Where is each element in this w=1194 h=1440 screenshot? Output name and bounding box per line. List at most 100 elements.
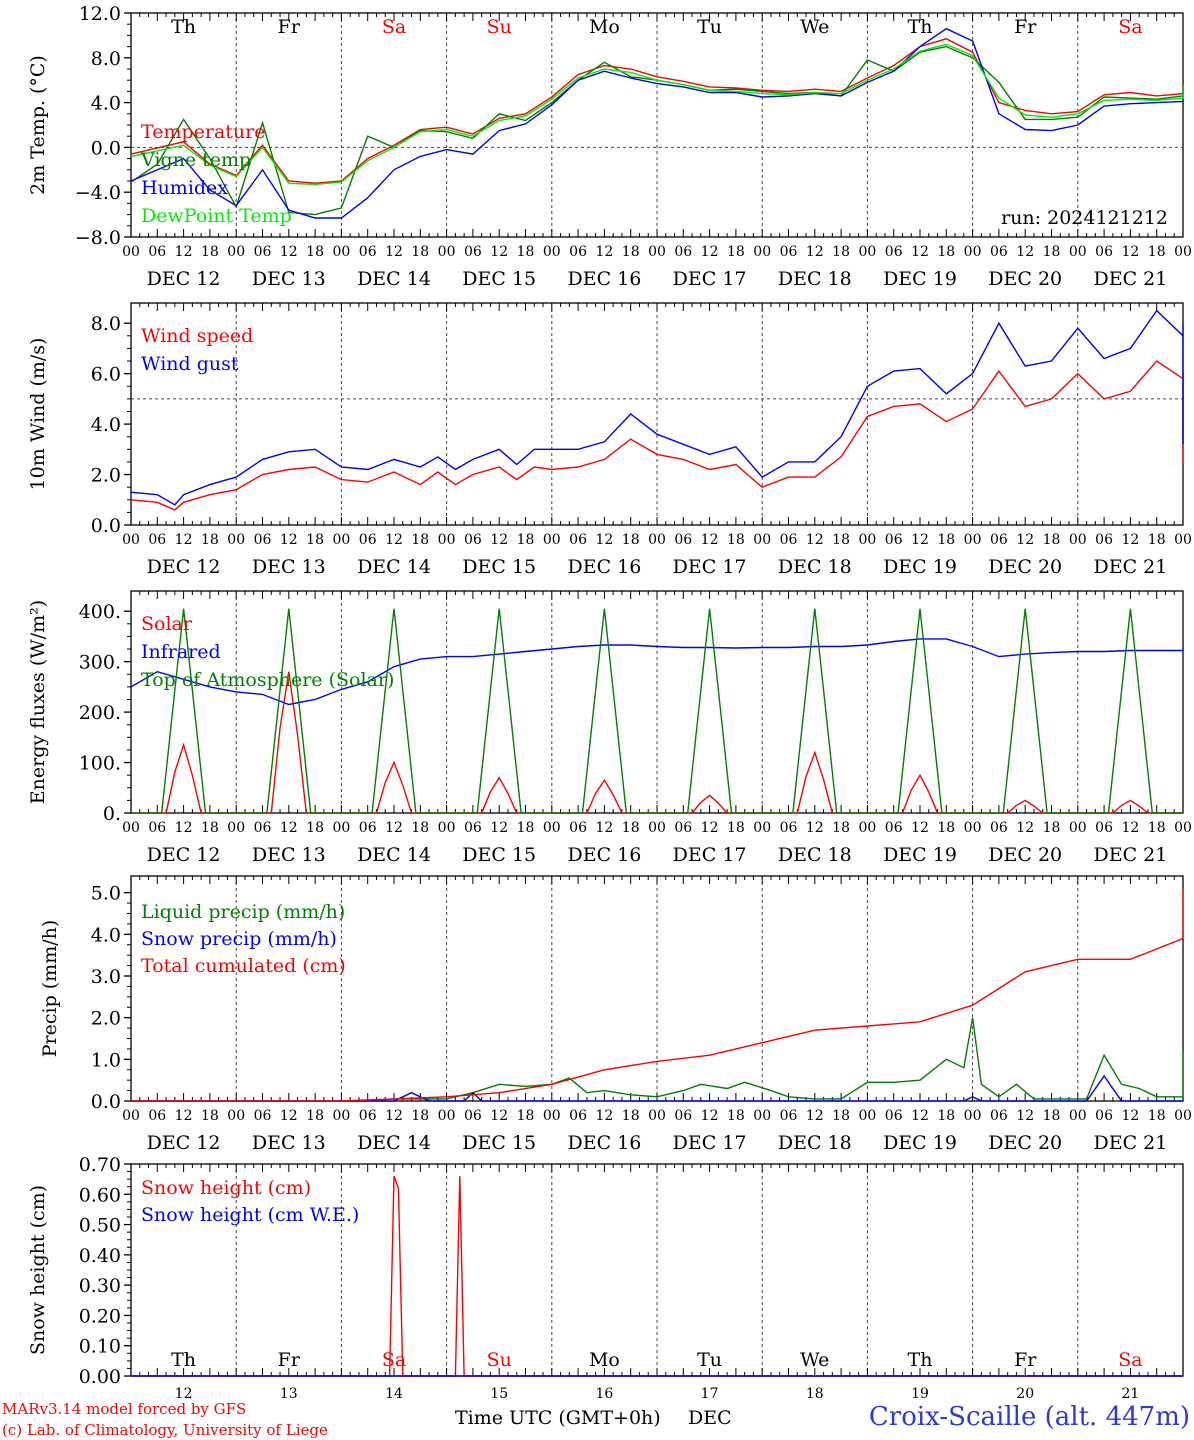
day-number: 19 [911,1386,929,1402]
x-hour-label: 18 [517,244,535,260]
day-number: 14 [385,1386,403,1402]
x-hour-label: 00 [122,820,140,836]
x-hour-label: 00 [332,820,350,836]
date-label: DEC 17 [673,1132,747,1154]
date-label: DEC 21 [1093,844,1167,866]
y-tick-label: 200. [79,702,121,724]
date-label: DEC 14 [357,556,431,578]
day-number: 18 [806,1386,824,1402]
x-hour-label: 00 [1174,1108,1192,1124]
legend-entry: Snow precip (mm/h) [141,928,337,950]
date-label: DEC 14 [357,268,431,290]
series-line-snow-precip-mm-h- [131,1074,1183,1102]
x-hour-label: 00 [753,820,771,836]
x-hour-label: 18 [622,1108,640,1124]
x-hour-label: 12 [911,532,929,548]
x-hour-label: 12 [595,244,613,260]
x-hour-label: 12 [701,820,719,836]
y-tick-label: 0.0 [91,137,121,159]
x-hour-label: 12 [1121,820,1139,836]
x-hour-label: 12 [595,1108,613,1124]
station-label: Croix-Scaille (alt. 447m) [869,1402,1190,1432]
x-hour-label: 06 [780,244,798,260]
weekday-label: We [800,1349,829,1371]
date-label: DEC 12 [147,268,221,290]
x-hour-label: 18 [306,820,324,836]
weekday-label: Mo [589,16,620,38]
x-hour-label: 18 [1043,820,1061,836]
date-label: DEC 15 [462,268,536,290]
date-label: DEC 15 [462,556,536,578]
date-label: DEC 14 [357,1132,431,1154]
x-hour-label: 00 [332,1108,350,1124]
date-label: DEC 16 [567,268,641,290]
day-number: 15 [490,1386,508,1402]
x-hour-label: 00 [227,820,245,836]
x-hour-label: 06 [885,1108,903,1124]
series-line-top-of-atmosphere-solar- [131,608,1183,814]
x-hour-label: 18 [411,532,429,548]
weekday-label: Su [487,1349,512,1371]
x-hour-label: 06 [569,1108,587,1124]
date-label: DEC 18 [778,844,852,866]
x-hour-label: 06 [464,1108,482,1124]
series-line-dewpoint-temp [130,43,1184,186]
x-hour-label: 12 [701,1108,719,1124]
weekday-label: Th [908,1349,933,1371]
x-hour-label: 00 [858,532,876,548]
x-hour-label: 00 [122,1108,140,1124]
x-hour-label: 18 [727,244,745,260]
x-hour-label: 06 [990,532,1008,548]
y-axis-label: 2m Temp. (°C) [27,55,49,195]
x-hour-label: 00 [753,1108,771,1124]
x-hour-label: 12 [595,820,613,836]
legend-entry: Vigne temp [140,149,251,171]
x-hour-label: 12 [806,244,824,260]
x-hour-label: 00 [964,1108,982,1124]
x-hour-label: 12 [1016,244,1034,260]
x-hour-label: 06 [674,820,692,836]
legend-entry: Snow height (cm) [141,1177,311,1199]
x-hour-label: 06 [885,532,903,548]
x-hour-label: 06 [359,1108,377,1124]
x-hour-label: 00 [964,532,982,548]
x-hour-label: 12 [385,820,403,836]
y-tick-label: 4.0 [91,414,121,436]
date-label: DEC 13 [252,844,326,866]
series-line-infrared [130,638,1184,706]
day-number: 17 [701,1386,719,1402]
x-axis-month: DEC [688,1407,732,1429]
x-hour-label: 06 [990,820,1008,836]
x-hour-label: 18 [832,244,850,260]
y-tick-label: 0. [103,803,121,825]
y-tick-label: 0.0 [91,1091,121,1113]
x-hour-label: 18 [201,244,219,260]
date-label: DEC 17 [673,268,747,290]
x-hour-label: 06 [780,820,798,836]
x-hour-label: 00 [1069,532,1087,548]
series-line-humidex [130,27,1184,219]
date-label: DEC 12 [147,1132,221,1154]
model-credit: MARv3.14 model forced by GFS [2,1400,246,1418]
legend-entry: Total cumulated (cm) [141,955,346,977]
y-tick-label: 4.0 [91,93,121,115]
x-hour-label: 06 [1095,820,1113,836]
x-hour-label: 06 [780,1108,798,1124]
x-hour-label: 12 [385,532,403,548]
x-axis-title: Time UTC (GMT+0h) [455,1407,661,1429]
x-hour-label: 12 [490,244,508,260]
x-hour-label: 18 [832,1108,850,1124]
x-hour-label: 18 [201,532,219,548]
x-hour-label: 18 [937,820,955,836]
weekday-label: Sa [1118,1349,1142,1371]
date-label: DEC 12 [147,844,221,866]
x-hour-label: 06 [885,820,903,836]
x-hour-label: 18 [411,244,429,260]
x-hour-label: 12 [490,532,508,548]
x-hour-label: 00 [438,1108,456,1124]
x-hour-label: 12 [280,1108,298,1124]
x-hour-label: 06 [990,244,1008,260]
y-tick-label: 300. [79,652,121,674]
date-label: DEC 21 [1093,556,1167,578]
x-hour-label: 00 [964,244,982,260]
